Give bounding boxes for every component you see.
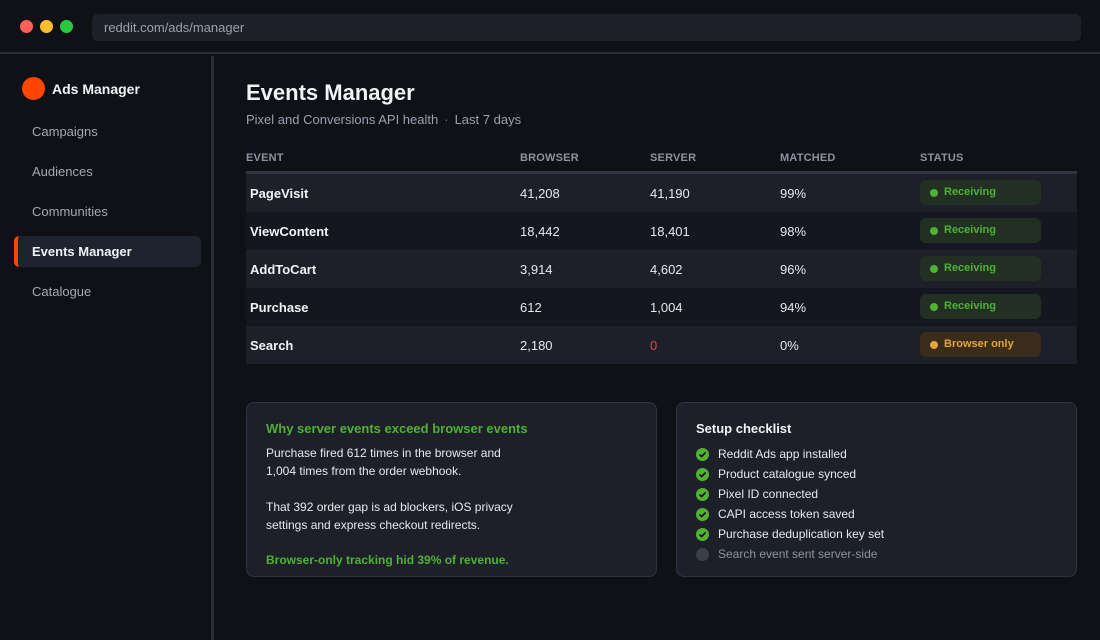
status-badge: Browser only: [920, 332, 1041, 357]
browser-count: 3,914: [520, 262, 553, 277]
checklist-item-label: Reddit Ads app installed: [718, 447, 847, 461]
explanation-paragraph: Purchase fired 612 times in the browser …: [266, 444, 646, 480]
server-count: 0: [650, 338, 658, 353]
brand-name: Ads Manager: [52, 81, 140, 97]
sidebar-item-audiences[interactable]: Audiences: [32, 164, 93, 179]
server-count: 18,401: [650, 224, 690, 239]
empty-circle-icon: [696, 548, 709, 561]
match-rate: 96%: [780, 262, 807, 277]
check-circle-icon: [696, 528, 709, 541]
status-dot-icon: [930, 227, 938, 235]
sidebar-item-catalogue[interactable]: Catalogue: [32, 284, 92, 299]
address-bar[interactable]: reddit.com/ads/manager: [92, 14, 1081, 41]
minimize-window-button[interactable]: [40, 20, 53, 33]
reddit-logo-icon: [22, 77, 45, 100]
check-circle-icon: [696, 448, 709, 461]
checklist-item: Search event sent server-side: [696, 546, 877, 562]
match-rate: 99%: [780, 186, 807, 201]
checklist-item: Pixel ID connected: [696, 486, 818, 502]
setup-checklist-card: Setup checklist Reddit Ads app installed…: [676, 402, 1077, 577]
date-range-label: Last 7 days: [454, 112, 522, 127]
sidebar-item-events-manager[interactable]: Events Manager: [14, 236, 201, 267]
table-row[interactable]: PageVisit 41,208 41,190 99% Receiving: [246, 174, 1077, 212]
explanation-line: Purchase fired 612 times in the browser …: [266, 446, 501, 460]
server-count: 1,004: [650, 300, 683, 315]
checklist-item-label: Pixel ID connected: [718, 487, 819, 501]
status-label: Receiving: [944, 224, 996, 236]
status-badge: Receiving: [920, 180, 1041, 205]
sidebar-item-communities[interactable]: Communities: [32, 204, 108, 219]
status-label: Browser only: [944, 338, 1014, 350]
status-dot-icon: [930, 265, 938, 273]
checklist-item-label: Search event sent server-side: [718, 547, 878, 561]
check-circle-icon: [696, 488, 709, 501]
column-header-matched: MATCHED: [780, 152, 836, 164]
browser-count: 612: [520, 300, 542, 315]
status-dot-icon: [930, 303, 938, 311]
status-label: Receiving: [944, 262, 996, 274]
event-name: Search: [250, 338, 294, 353]
checklist-item-label: Product catalogue synced: [718, 467, 857, 481]
status-dot-icon: [930, 189, 938, 197]
event-name: PageVisit: [250, 186, 309, 201]
table-header: EVENT BROWSER SERVER MATCHED STATUS: [246, 150, 1077, 174]
checklist-title: Setup checklist: [696, 421, 792, 436]
sidebar: Ads Manager Campaigns Audiences Communit…: [0, 56, 214, 640]
check-circle-icon: [696, 468, 709, 481]
status-label: Receiving: [944, 300, 996, 312]
explanation-line: That 392 order gap is ad blockers, iOS p…: [266, 500, 513, 514]
server-count: 41,190: [650, 186, 690, 201]
status-badge: Receiving: [920, 256, 1041, 281]
match-rate: 0%: [780, 338, 799, 353]
column-header-browser: BROWSER: [520, 152, 579, 164]
explanation-paragraph: That 392 order gap is ad blockers, iOS p…: [266, 498, 646, 534]
table-row[interactable]: Search 2,180 0 0% Browser only: [246, 326, 1077, 364]
status-badge: Receiving: [920, 218, 1041, 243]
match-rate: 98%: [780, 224, 807, 239]
explanation-conclusion: Browser-only tracking hid 39% of revenue…: [266, 553, 509, 567]
explanation-card: Why server events exceed browser events …: [246, 402, 657, 577]
table-row[interactable]: AddToCart 3,914 4,602 96% Receiving: [246, 250, 1077, 288]
match-rate: 94%: [780, 300, 807, 315]
event-name: Purchase: [250, 300, 309, 315]
sidebar-item-campaigns[interactable]: Campaigns: [32, 124, 98, 139]
browser-count: 18,442: [520, 224, 560, 239]
main-content: Events Manager Pixel and Conversions API…: [217, 56, 1100, 640]
status-dot-icon: [930, 341, 938, 349]
column-header-status: STATUS: [920, 152, 964, 164]
events-table: EVENT BROWSER SERVER MATCHED STATUS Page…: [246, 150, 1077, 364]
checklist-item: Purchase deduplication key set: [696, 526, 884, 542]
checklist-item-label: Purchase deduplication key set: [718, 527, 885, 541]
check-circle-icon: [696, 508, 709, 521]
page-title: Events Manager: [246, 80, 415, 105]
table-row[interactable]: Purchase 612 1,004 94% Receiving: [246, 288, 1077, 326]
column-header-server: SERVER: [650, 152, 697, 164]
browser-toolbar: reddit.com/ads/manager: [0, 0, 1100, 54]
status-label: Receiving: [944, 186, 996, 198]
checklist-item: Product catalogue synced: [696, 466, 856, 482]
table-row[interactable]: ViewContent 18,442 18,401 98% Receiving: [246, 212, 1077, 250]
explanation-line: 1,004 times from the order webhook.: [266, 464, 462, 478]
maximize-window-button[interactable]: [60, 20, 73, 33]
status-badge: Receiving: [920, 294, 1041, 319]
page-subtitle: Pixel and Conversions API health · Last 7 …: [246, 112, 521, 127]
explanation-line: settings and express checkout redirects.: [266, 518, 481, 532]
server-count: 4,602: [650, 262, 683, 277]
checklist-item: Reddit Ads app installed: [696, 446, 847, 462]
subtitle-separator: ·: [444, 112, 449, 127]
close-window-button[interactable]: [20, 20, 33, 33]
event-name: ViewContent: [250, 224, 329, 239]
subtitle-text: Pixel and Conversions API health: [246, 112, 439, 127]
browser-count: 2,180: [520, 338, 553, 353]
event-name: AddToCart: [250, 262, 317, 277]
browser-count: 41,208: [520, 186, 560, 201]
column-header-event: EVENT: [246, 152, 284, 164]
checklist-item-label: CAPI access token saved: [718, 507, 855, 521]
explanation-title: Why server events exceed browser events: [266, 421, 528, 436]
checklist-item: CAPI access token saved: [696, 506, 855, 522]
